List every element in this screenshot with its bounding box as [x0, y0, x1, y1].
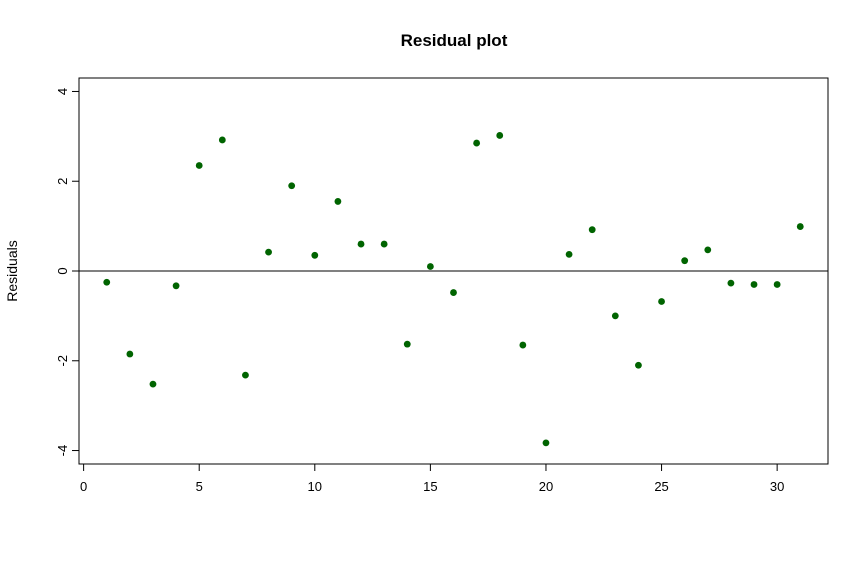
x-tick-label: 15: [423, 479, 437, 494]
data-point: [796, 223, 804, 230]
data-point: [103, 278, 111, 286]
chart-title: Residual plot: [401, 31, 508, 50]
data-point: [727, 279, 735, 287]
y-tick-label: 4: [55, 88, 70, 95]
data-point: [681, 257, 689, 265]
data-point: [172, 282, 180, 290]
data-point: [265, 248, 272, 256]
y-tick-label: -4: [55, 445, 70, 457]
data-point: [149, 380, 157, 388]
y-axis-label: Residuals: [4, 240, 20, 301]
data-point: [496, 132, 504, 139]
x-tick-label: 20: [539, 479, 553, 494]
data-point: [635, 361, 642, 369]
data-point: [542, 439, 550, 447]
x-axis: 0 5 10 15 20 25 30: [80, 463, 784, 494]
data-point: [334, 198, 342, 205]
x-tick-label: 10: [308, 479, 322, 494]
data-point: [773, 281, 781, 288]
data-point: [611, 312, 619, 320]
data-point: [126, 350, 134, 358]
x-tick-label: 0: [80, 479, 87, 494]
x-tick-label: 5: [196, 479, 203, 494]
data-point: [218, 136, 226, 144]
data-point: [658, 298, 665, 305]
data-point: [403, 340, 411, 348]
data-point: [380, 240, 388, 248]
data-point: [195, 162, 203, 169]
data-point: [565, 250, 573, 258]
data-point: [357, 240, 365, 248]
x-tick-label: 30: [770, 479, 784, 494]
data-point: [311, 251, 319, 259]
y-axis: -4 -2 0 2 4: [55, 88, 80, 457]
x-tick-label: 25: [654, 479, 668, 494]
data-point: [750, 281, 758, 288]
data-point: [242, 371, 249, 379]
y-tick-label: 0: [55, 267, 70, 274]
data-point: [704, 246, 712, 254]
y-tick-label: 2: [55, 178, 70, 185]
data-point: [473, 139, 481, 147]
data-point: [450, 289, 457, 296]
y-tick-label: -2: [55, 355, 70, 367]
data-point: [519, 341, 527, 349]
data-point: [588, 226, 596, 234]
data-points: [103, 132, 804, 447]
data-point: [288, 182, 296, 190]
data-point: [426, 263, 434, 270]
